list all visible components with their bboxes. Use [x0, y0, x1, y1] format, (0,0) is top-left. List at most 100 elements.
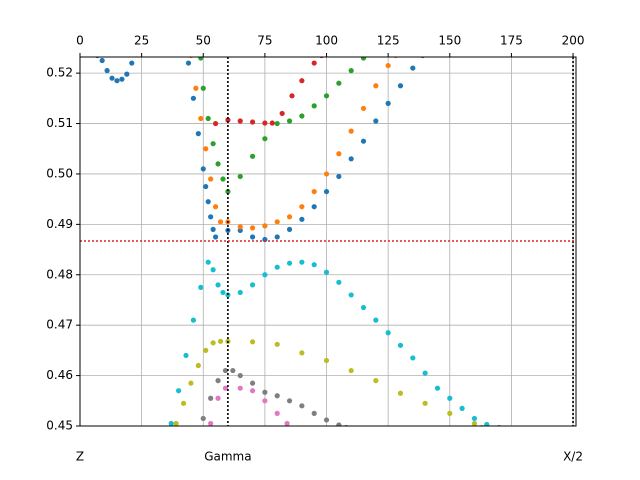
band-point [129, 60, 135, 66]
band-point [215, 161, 221, 167]
band-point [360, 105, 367, 112]
band-point [225, 188, 231, 195]
band-point [208, 176, 214, 182]
band-point [289, 93, 295, 99]
band-point [284, 420, 290, 426]
band-point [190, 317, 196, 323]
band-point [274, 393, 280, 399]
band-point [348, 68, 354, 74]
kpoint-label: Z [76, 450, 84, 464]
band-point [422, 400, 428, 406]
band-point [119, 76, 125, 82]
band-point [237, 385, 243, 391]
band-point [286, 118, 293, 124]
band-point [459, 405, 465, 411]
band-point [286, 398, 293, 404]
band-point [348, 292, 354, 298]
band-point [210, 226, 216, 233]
band-point [262, 272, 268, 278]
kpoint-label: X/2 [563, 450, 583, 464]
band-point [262, 398, 268, 404]
band-point [373, 317, 379, 323]
band-point [208, 420, 214, 426]
band-point [249, 153, 256, 159]
band-point [168, 420, 174, 426]
band-point [262, 223, 268, 229]
band-point [237, 289, 243, 296]
band-point [249, 380, 256, 386]
band-point [323, 93, 330, 99]
band-point [262, 236, 268, 243]
band-point [373, 83, 379, 89]
band-point [311, 204, 317, 210]
band-point [397, 390, 404, 396]
band-point [212, 120, 219, 127]
band-point [200, 415, 206, 422]
band-point [311, 188, 317, 195]
band-point [447, 410, 453, 416]
band-point [104, 68, 110, 74]
band-point [237, 173, 243, 180]
band-point [217, 338, 224, 344]
band-point [323, 269, 330, 275]
band-point [274, 264, 280, 270]
band-point [299, 204, 305, 210]
band-point [274, 219, 280, 225]
band-point [203, 146, 209, 152]
band-point [249, 282, 256, 288]
band-point [262, 389, 268, 395]
band-point [220, 289, 226, 296]
band-point [188, 380, 194, 386]
band-point [311, 262, 317, 268]
band-point [336, 80, 342, 86]
band-point [222, 367, 229, 374]
band-point [336, 279, 342, 285]
band-point [269, 120, 275, 126]
band-point [348, 156, 354, 162]
band-point [176, 388, 182, 394]
band-point [225, 117, 231, 123]
labels: 0 25 50 75 100 125 150 175 200 0.45 0.46 0.47 0.48 0.… [46, 34, 584, 464]
x-tick-label: 125 [377, 34, 400, 48]
x-tick-label: 150 [438, 34, 461, 48]
band-point [249, 119, 256, 125]
band-point [323, 417, 330, 423]
band-point [185, 60, 192, 66]
band-point [195, 131, 201, 137]
band-point [299, 113, 305, 119]
band-point [205, 259, 211, 265]
band-point [210, 141, 216, 147]
band-point [348, 128, 354, 134]
band-point [193, 85, 199, 91]
band-point [447, 395, 453, 401]
band-point [299, 259, 305, 265]
band-point [212, 204, 219, 210]
band-point [220, 176, 226, 182]
band-point [249, 234, 256, 240]
band-point [208, 395, 214, 401]
band-point [385, 330, 391, 336]
band-point [203, 347, 209, 353]
band-point [385, 62, 391, 69]
band-point [299, 350, 305, 356]
band-point [198, 115, 204, 122]
band-point [173, 420, 179, 426]
x-tick-label: 50 [196, 34, 211, 48]
x-tick-label: 25 [134, 34, 149, 48]
band-point [198, 57, 204, 61]
band-point [249, 388, 256, 394]
band-point [323, 188, 330, 195]
band-point [397, 342, 404, 348]
band-point [114, 78, 120, 84]
x-tick-label: 175 [500, 34, 523, 48]
band-point [109, 75, 115, 81]
band-point [397, 83, 404, 89]
plot-area [80, 57, 576, 426]
band-point [222, 385, 229, 391]
band-point [373, 118, 379, 124]
x-tick-label: 200 [562, 34, 585, 48]
band-point [311, 410, 317, 416]
band-point [200, 85, 206, 91]
